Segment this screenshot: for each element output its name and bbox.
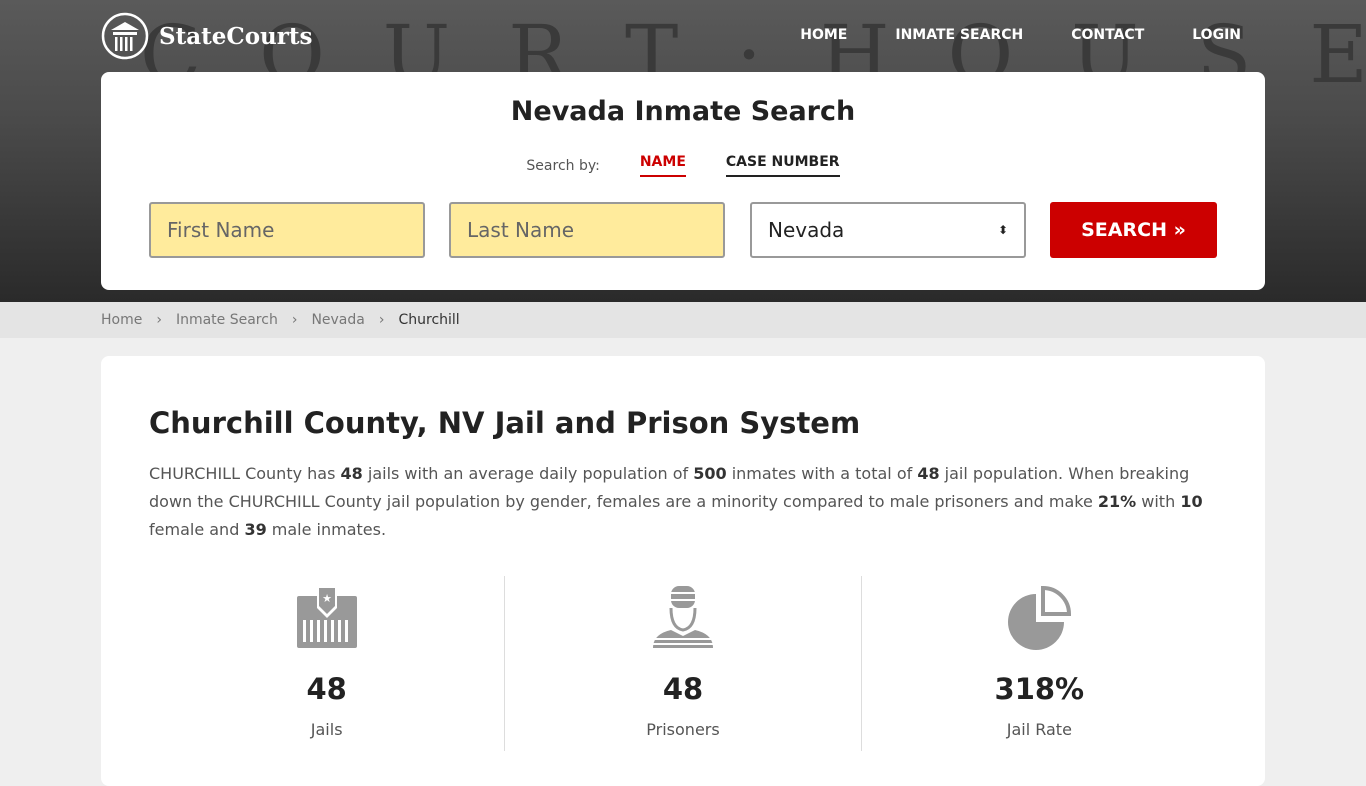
page-title: Churchill County, NV Jail and Prison Sys… — [149, 406, 861, 440]
search-title: Nevada Inmate Search — [510, 96, 856, 127]
stat-jails: ★ 48 Jails — [149, 576, 506, 751]
jail-icon: ★ — [296, 586, 357, 648]
stat-value: 48 — [662, 672, 704, 706]
stat-label: Jails — [310, 720, 343, 739]
nav-contact[interactable]: CONTACT — [1071, 27, 1145, 43]
stat-value: 318% — [994, 672, 1085, 706]
search-card: Nevada Inmate Search Search by: NAME CAS… — [101, 72, 1265, 290]
nav-inmate-search[interactable]: INMATE SEARCH — [895, 27, 1024, 43]
stat-label: Prisoners — [646, 720, 720, 739]
logo[interactable]: StateCourts — [101, 12, 312, 60]
last-name-input[interactable]: Last Name — [449, 202, 725, 258]
prisoner-icon — [652, 586, 713, 648]
content-card: Churchill County, NV Jail and Prison Sys… — [101, 356, 1265, 786]
chevron-right-icon: › — [378, 312, 385, 328]
chevron-right-icon: › — [156, 312, 162, 328]
breadcrumb-current: Churchill — [398, 312, 460, 328]
first-name-input[interactable]: First Name — [149, 202, 425, 258]
summary-paragraph: CHURCHILL County has 48 jails with an av… — [149, 464, 1203, 539]
nav-home[interactable]: HOME — [800, 27, 848, 43]
breadcrumb: Home › Inmate Search › Nevada › Churchill — [0, 302, 1366, 338]
svg-text:★: ★ — [322, 592, 332, 605]
pie-chart-icon — [1008, 585, 1072, 650]
breadcrumb-home[interactable]: Home — [101, 312, 143, 328]
search-by: Search by: NAME CASE NUMBER — [101, 154, 1265, 177]
breadcrumb-inmate-search[interactable]: Inmate Search — [175, 312, 278, 328]
select-arrows-icon: ⬍ — [997, 223, 1008, 237]
chevron-right-icon: › — [291, 312, 298, 328]
tab-name[interactable]: NAME — [639, 154, 686, 177]
search-by-label: Search by: — [526, 157, 600, 174]
breadcrumb-nevada[interactable]: Nevada — [311, 312, 365, 328]
stat-jail-rate: 318% Jail Rate — [862, 576, 1217, 751]
stat-value: 48 — [306, 672, 347, 706]
search-button[interactable]: SEARCH » — [1050, 202, 1217, 258]
state-select[interactable]: Nevada ⬍ — [750, 202, 1026, 258]
stats-row: ★ 48 Jails 48 Prisoners 318% Jail Rate — [149, 576, 1217, 751]
courthouse-logo-icon — [101, 12, 149, 60]
hero-banner: COURT·HOUSE StateCourts HOME INMATE SEAR… — [0, 0, 1366, 302]
tab-case-number[interactable]: CASE NUMBER — [725, 154, 840, 177]
nav-login[interactable]: LOGIN — [1192, 27, 1241, 43]
top-nav: HOME INMATE SEARCH CONTACT LOGIN — [800, 27, 1241, 43]
state-select-value: Nevada — [768, 218, 845, 242]
stat-label: Jail Rate — [1006, 720, 1072, 739]
stat-prisoners: 48 Prisoners — [505, 576, 862, 751]
brand-name: StateCourts — [159, 22, 313, 50]
